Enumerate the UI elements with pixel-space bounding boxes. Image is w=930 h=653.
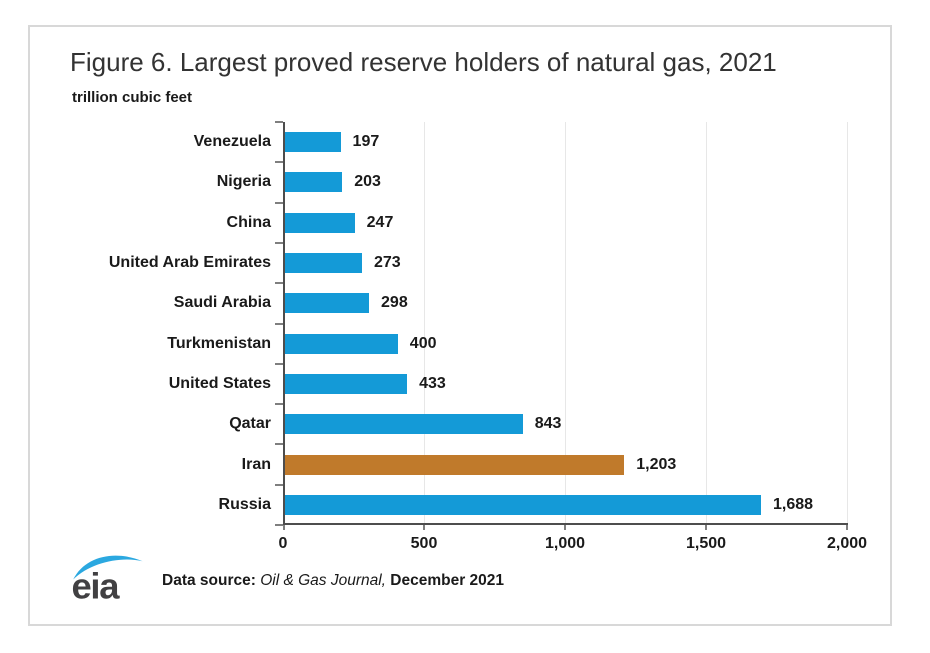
x-axis-tick <box>846 525 848 530</box>
bar-venezuela <box>285 132 341 153</box>
data-source-prefix: Data source: <box>162 572 261 589</box>
y-axis-tick <box>275 201 283 204</box>
gridline-1000 <box>565 122 566 525</box>
y-axis-tick <box>275 524 283 526</box>
category-label: Saudi Arabia <box>173 294 271 312</box>
y-axis-tick <box>275 241 283 244</box>
category-label: Russia <box>218 495 271 513</box>
value-label: 1,203 <box>636 455 677 473</box>
bar-nigeria <box>285 172 343 193</box>
footer: eia Data source: Oil & Gas Journal, Dece… <box>68 547 504 605</box>
data-source-line: Data source: Oil & Gas Journal, December… <box>162 572 504 590</box>
x-axis-tick-label: 1,500 <box>685 535 727 552</box>
y-axis-tick <box>275 362 283 365</box>
data-source-journal: Oil & Gas Journal, <box>260 572 386 589</box>
category-label: United Arab Emirates <box>108 254 271 272</box>
x-axis-tick <box>564 525 566 530</box>
eia-logo-text: eia <box>71 566 120 605</box>
category-label: Turkmenistan <box>167 334 271 352</box>
bar-qatar <box>285 414 523 435</box>
x-axis-tick-label: 1,000 <box>544 535 586 552</box>
value-label: 433 <box>419 374 446 392</box>
category-label: Nigeria <box>216 173 271 191</box>
gridline-2000 <box>847 122 848 525</box>
gridline-500 <box>424 122 425 525</box>
bar-united-states <box>285 373 408 394</box>
category-label: Qatar <box>229 415 271 433</box>
y-axis-tick <box>275 322 283 325</box>
eia-logo-swoosh-icon <box>73 555 143 580</box>
chart-title: Figure 6. Largest proved reserve holders… <box>70 47 777 77</box>
value-label: 1,688 <box>773 495 814 513</box>
category-label: Venezuela <box>193 133 271 151</box>
y-axis-tick <box>275 161 283 164</box>
bar-united-arab-emirates <box>285 253 362 274</box>
category-label: China <box>226 213 271 231</box>
bar-turkmenistan <box>285 333 398 354</box>
x-axis-tick-label: 500 <box>410 535 438 552</box>
category-label: Iran <box>241 455 271 473</box>
x-axis-tick <box>705 525 707 530</box>
value-label: 273 <box>373 254 401 272</box>
bar-iran <box>285 454 625 475</box>
value-label: 203 <box>354 173 381 191</box>
value-label: 843 <box>534 415 562 433</box>
figure-frame: Figure 6. Largest proved reserve holders… <box>28 25 892 626</box>
eia-logo: eia <box>71 555 143 605</box>
bar-china <box>285 212 355 233</box>
chart-units-label: trillion cubic feet <box>72 89 193 106</box>
x-axis-tick <box>283 525 285 530</box>
plot-area: Venezuela 197 Nigeria 203 China 247 United Ara… <box>109 121 867 552</box>
category-label: United States <box>168 374 271 392</box>
x-axis-tick-label: 0 <box>278 535 288 552</box>
y-axis-line <box>283 122 285 525</box>
value-label: 298 <box>381 294 408 312</box>
bar-russia <box>285 494 762 515</box>
x-axis-tick <box>423 525 425 530</box>
value-label: 197 <box>352 133 380 151</box>
value-label: 400 <box>409 334 437 352</box>
y-axis-tick <box>275 121 283 123</box>
bar-saudi-arabia <box>285 293 370 314</box>
value-label: 247 <box>366 213 394 231</box>
x-axis-tick-label: 2,000 <box>826 535 868 552</box>
y-axis-tick <box>275 443 283 446</box>
x-axis-line <box>283 523 848 525</box>
gridline-1500 <box>706 122 707 525</box>
y-axis-tick <box>275 282 283 285</box>
data-source-suffix: December 2021 <box>385 572 505 589</box>
y-axis-tick <box>275 403 283 406</box>
y-axis-tick <box>275 483 283 486</box>
